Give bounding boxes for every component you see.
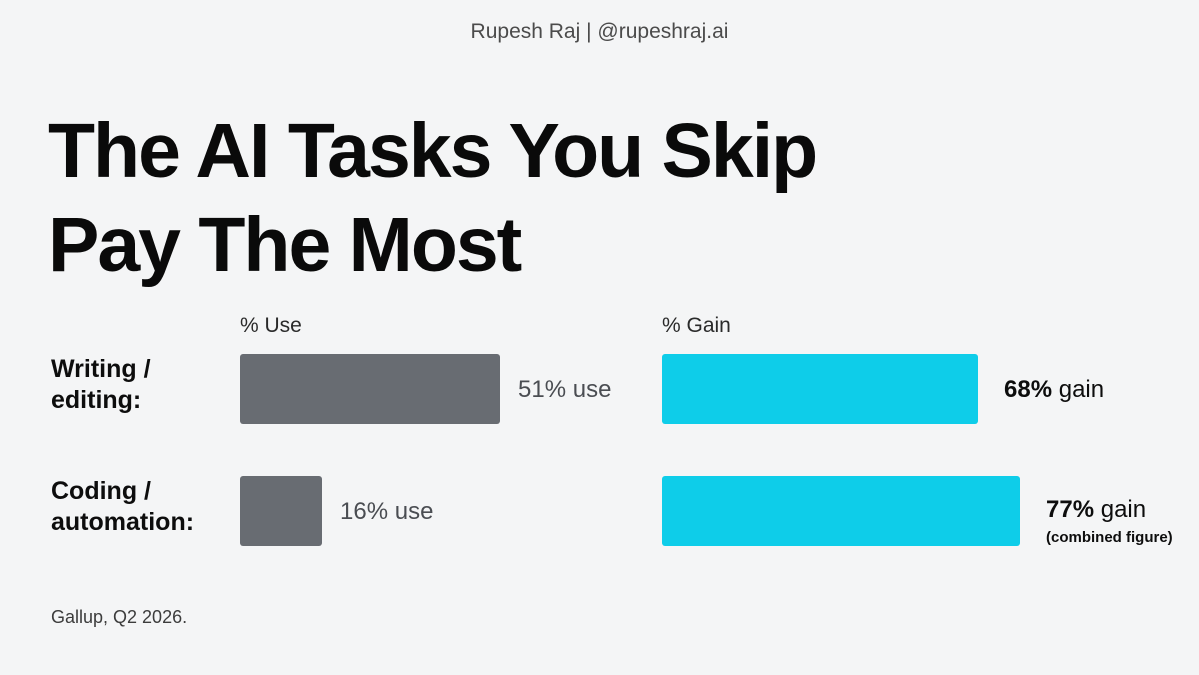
page-title: The AI Tasks You Skip Pay The Most	[48, 104, 818, 292]
source-note: Gallup, Q2 2026.	[51, 607, 188, 627]
category-label-writing: Writing / editing:	[51, 354, 211, 416]
gain-bar-coding	[662, 476, 1020, 546]
category-label-coding: Coding / automation:	[51, 476, 211, 538]
byline: Rupesh Raj | @rupeshraj.ai	[470, 20, 729, 43]
use-bar-coding	[240, 476, 322, 546]
title-line-2: Pay The Most	[48, 202, 522, 288]
gain-value-label-writing: 68% gain	[1004, 376, 1104, 404]
value-number: 51%	[518, 376, 567, 403]
use-column-header: % Use	[240, 314, 302, 337]
combined-figure-note: (combined figure)	[1046, 529, 1173, 546]
value-number: 16%	[340, 498, 389, 525]
title-line-1: The AI Tasks You Skip	[48, 108, 818, 194]
use-value-label-writing: 51% use	[518, 376, 611, 404]
value-number: 77%	[1046, 496, 1095, 523]
use-value-label-coding: 16% use	[340, 498, 433, 526]
gain-column-header: % Gain	[662, 314, 731, 337]
value-unit: gain	[1094, 496, 1147, 523]
gain-bar-writing	[662, 354, 978, 424]
category-label-line: Coding /	[51, 477, 151, 505]
gain-value-label-coding: 77% gain	[1046, 496, 1146, 524]
value-unit: gain	[1052, 376, 1105, 403]
use-bar-writing	[240, 354, 500, 424]
category-label-line: Writing /	[51, 355, 151, 383]
value-unit: use	[388, 498, 434, 525]
value-number: 68%	[1004, 376, 1053, 403]
category-label-line: automation:	[51, 508, 195, 536]
category-label-line: editing:	[51, 386, 142, 414]
value-unit: use	[566, 376, 612, 403]
